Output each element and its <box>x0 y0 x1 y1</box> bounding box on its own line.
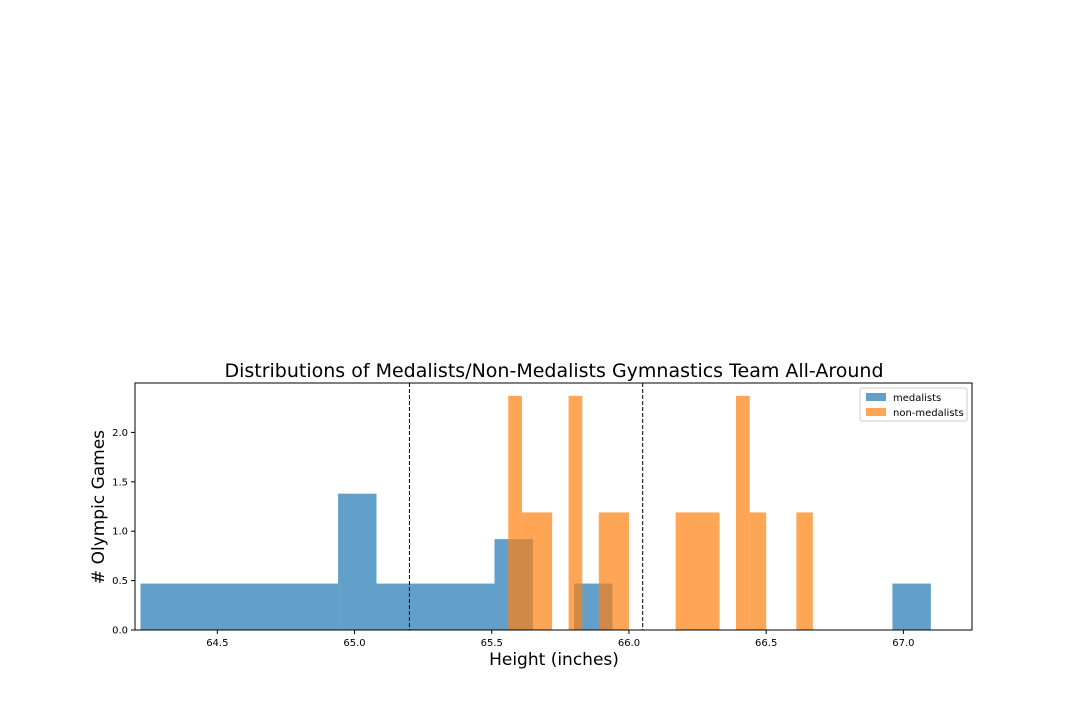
bar-non-medalists-2 <box>568 395 583 630</box>
y-axis-label: # Olympic Games <box>89 430 109 584</box>
x-axis-ticks: 64.5 65.0 65.5 66.0 66.5 67.0 <box>206 630 915 649</box>
chart-title: Distributions of Medalists/Non-Medalists… <box>224 360 883 382</box>
y-tick-label: 2.0 <box>112 428 128 439</box>
legend-swatch-non-medalists <box>866 408 886 416</box>
y-tick-label: 0.0 <box>112 626 128 637</box>
bar-non-medalists-5 <box>735 395 750 630</box>
x-tick-label: 64.5 <box>206 638 228 649</box>
y-tick-label: 1.5 <box>112 477 128 488</box>
y-tick-label: 1.0 <box>112 527 128 538</box>
bar-non-medalists-4 <box>675 512 720 630</box>
bar-medalists-0 <box>140 583 339 630</box>
legend: medalists non-medalists <box>859 387 968 422</box>
x-tick-label: 65.0 <box>343 638 365 649</box>
x-tick-label: 66.5 <box>755 638 777 649</box>
bar-non-medalists-0 <box>508 395 522 630</box>
reference-lines-layer <box>408 383 644 630</box>
plot-frame <box>134 382 973 631</box>
bar-non-medalists-7 <box>796 512 813 630</box>
legend-swatch-medalists <box>866 393 886 401</box>
bar-non-medalists-1 <box>521 512 553 630</box>
bar-non-medalists-3 <box>598 512 629 630</box>
x-tick-label: 65.5 <box>481 638 503 649</box>
bars-layer <box>140 395 931 630</box>
bar-medalists-2 <box>376 583 495 630</box>
x-axis-label: Height (inches) <box>489 650 619 670</box>
bar-non-medalists-6 <box>749 512 767 630</box>
bar-medalists-1 <box>338 493 377 630</box>
x-tick-label: 67.0 <box>892 638 914 649</box>
y-tick-label: 0.5 <box>112 576 128 587</box>
y-axis-ticks: 0.0 0.5 1.0 1.5 2.0 <box>112 428 135 637</box>
x-tick-label: 66.0 <box>618 638 640 649</box>
legend-box <box>859 387 968 422</box>
legend-label-non-medalists: non-medalists <box>893 408 964 419</box>
legend-label-medalists: medalists <box>893 393 941 404</box>
bar-medalists-5 <box>892 583 931 630</box>
